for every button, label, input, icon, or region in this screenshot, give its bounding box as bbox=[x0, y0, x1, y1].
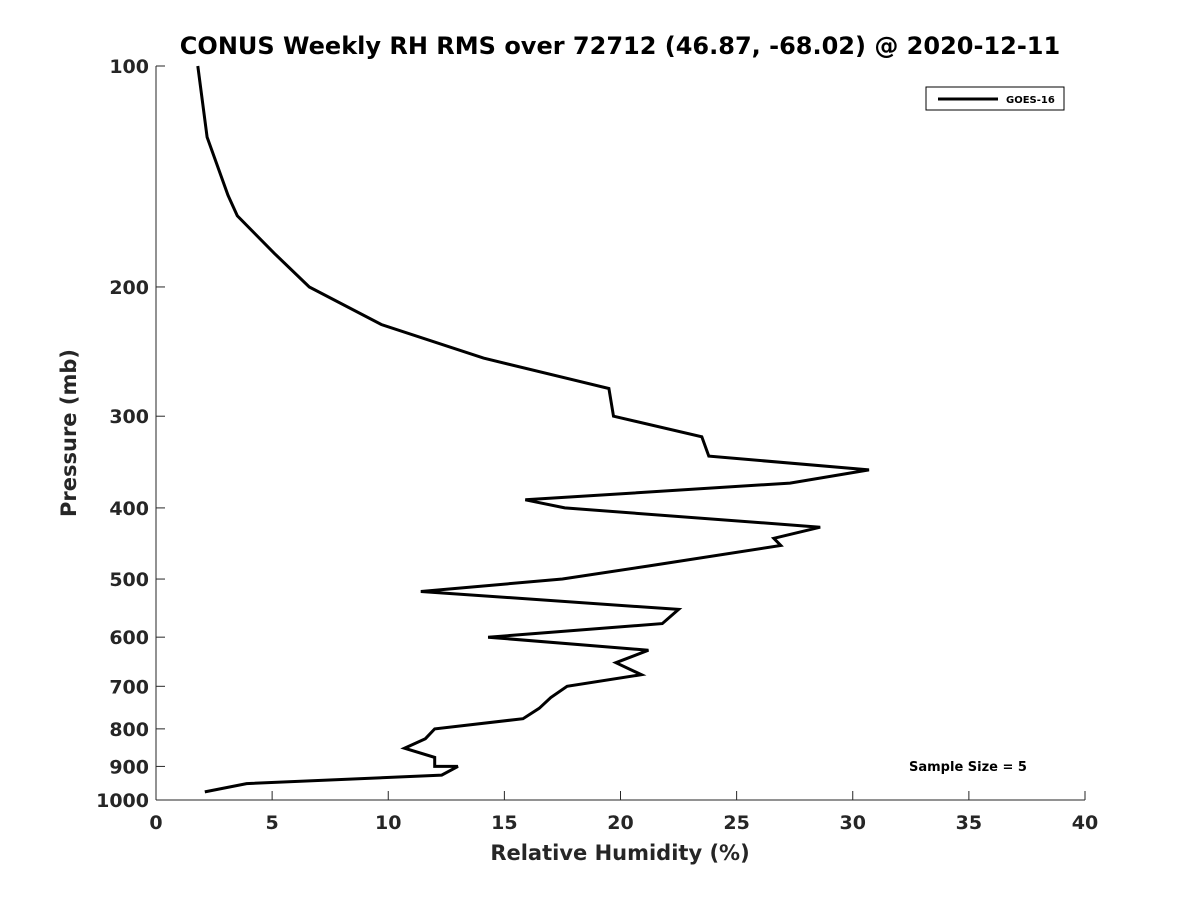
x-ticks: 0 5 10 15 20 25 30 35 40 bbox=[149, 791, 1098, 834]
x-tick-label: 5 bbox=[266, 812, 279, 834]
axes bbox=[155, 66, 1085, 801]
y-ticks: 100 200 300 400 500 600 700 800 900 1000 bbox=[96, 56, 165, 812]
x-tick-label: 40 bbox=[1072, 812, 1098, 834]
series-line-goes-16 bbox=[196, 65, 870, 794]
x-tick-label: 20 bbox=[607, 812, 633, 834]
x-tick-label: 10 bbox=[375, 812, 401, 834]
y-tick-label: 900 bbox=[109, 756, 149, 778]
y-tick-label: 100 bbox=[109, 56, 149, 78]
y-tick-label: 1000 bbox=[96, 790, 149, 812]
chart-title: CONUS Weekly RH RMS over 72712 (46.87, -… bbox=[180, 32, 1060, 60]
x-tick-label: 15 bbox=[491, 812, 517, 834]
series-group bbox=[196, 65, 870, 794]
y-tick-label: 400 bbox=[109, 498, 149, 520]
x-tick-label: 35 bbox=[956, 812, 982, 834]
sample-size-annotation: Sample Size = 5 bbox=[909, 760, 1027, 775]
y-tick-label: 300 bbox=[109, 406, 149, 428]
x-tick-label: 0 bbox=[149, 812, 162, 834]
y-tick-label: 800 bbox=[109, 719, 149, 741]
x-tick-label: 30 bbox=[840, 812, 866, 834]
y-tick-label: 700 bbox=[109, 676, 149, 698]
y-tick-label: 500 bbox=[109, 569, 149, 591]
x-tick-label: 25 bbox=[723, 812, 749, 834]
y-axis-label: Pressure (mb) bbox=[57, 349, 81, 517]
legend: GOES-16 bbox=[925, 86, 1065, 111]
x-axis-label: Relative Humidity (%) bbox=[490, 841, 749, 865]
y-tick-label: 600 bbox=[109, 627, 149, 649]
legend-label-goes-16: GOES-16 bbox=[1006, 95, 1055, 106]
y-tick-label: 200 bbox=[109, 277, 149, 299]
